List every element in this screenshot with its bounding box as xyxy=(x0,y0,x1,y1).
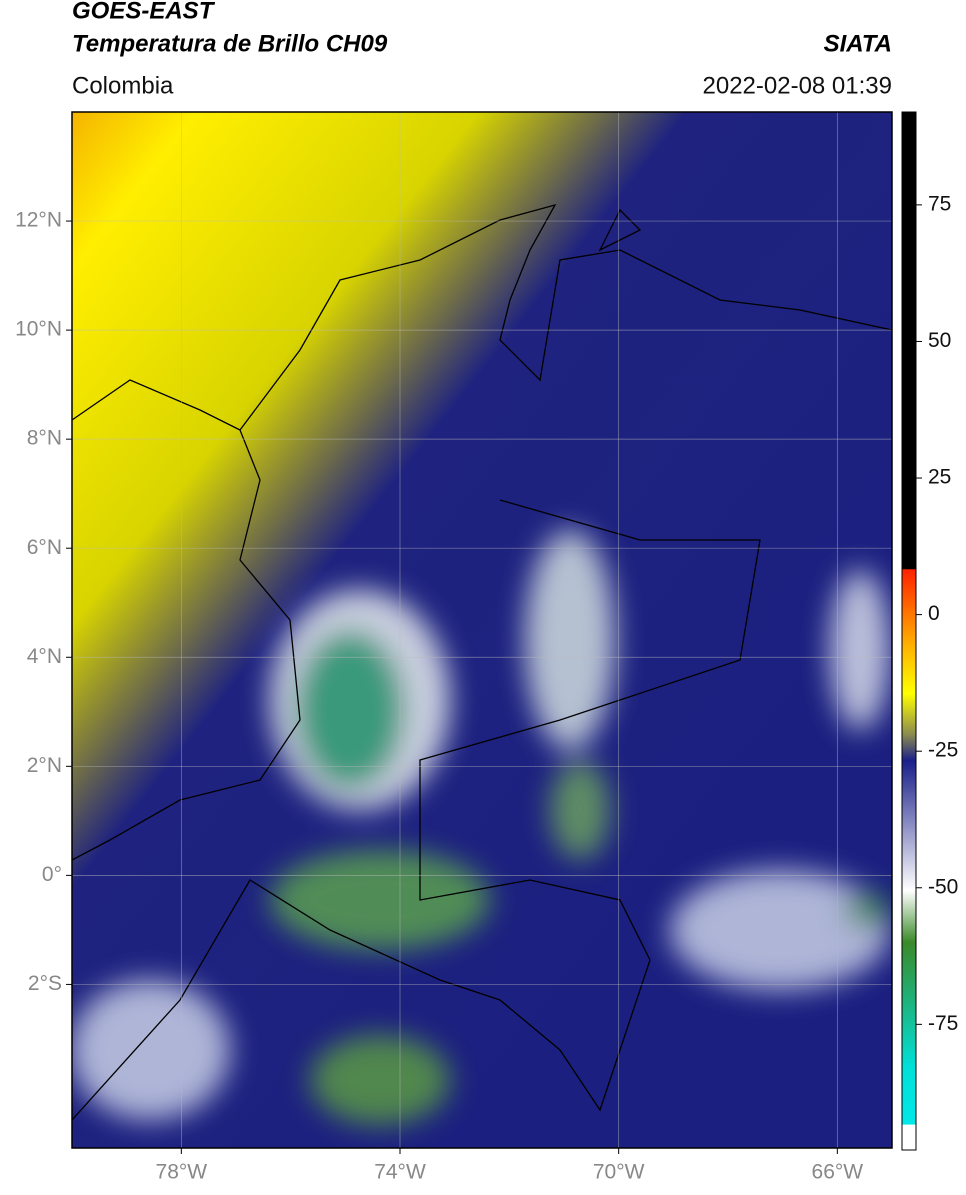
x-tick-label: 70°W xyxy=(593,1161,645,1184)
y-tick-label: 6°N xyxy=(27,536,62,559)
colorbar-tick-label: 50 xyxy=(928,329,951,352)
colorbar-tick-label: -25 xyxy=(928,739,958,762)
colorbar-tick-label: -75 xyxy=(928,1012,958,1035)
x-tick-label: 66°W xyxy=(812,1161,864,1184)
y-tick-label: 8°N xyxy=(27,427,62,450)
x-tick-label: 74°W xyxy=(374,1161,426,1184)
colorbar-tick-label: 75 xyxy=(928,192,951,215)
datetime: 2022-02-08 01:39 xyxy=(703,72,893,99)
y-tick-label: 12°N xyxy=(15,209,62,232)
y-tick-label: 4°N xyxy=(27,645,62,668)
region: Colombia xyxy=(72,72,174,99)
colorbar-tick-label: 25 xyxy=(928,466,951,489)
colorbar xyxy=(901,111,917,1151)
y-tick-label: 2°S xyxy=(28,972,62,995)
colorbar-tick-label: 0 xyxy=(928,602,940,625)
product: Temperatura de Brillo CH09 xyxy=(72,30,388,57)
map-frame xyxy=(71,111,893,1149)
y-tick-label: 10°N xyxy=(15,318,62,341)
y-tick-label: 2°N xyxy=(27,754,62,777)
map-image xyxy=(72,112,892,1148)
source: SIATA xyxy=(824,30,892,57)
x-tick-label: 78°W xyxy=(156,1161,208,1184)
satellite: GOES-EAST xyxy=(72,0,216,24)
colorbar-tick-label: -50 xyxy=(928,875,958,898)
y-tick-label: 0° xyxy=(42,863,62,886)
